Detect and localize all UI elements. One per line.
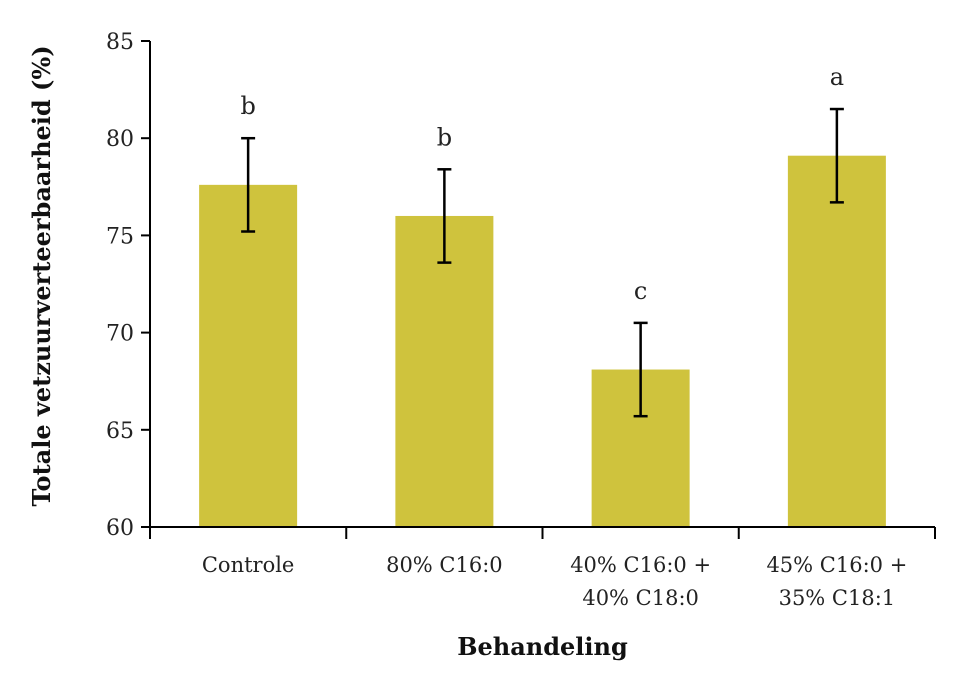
y-tick-label: 80 xyxy=(106,127,134,152)
bars-group xyxy=(199,155,886,528)
y-ticks-group: 60 65 70 75 80 85 xyxy=(106,30,150,541)
y-tick-label: 70 xyxy=(106,322,134,347)
x-category-label: 35% C18:1 xyxy=(779,586,896,610)
x-axis-title: Behandeling xyxy=(457,632,628,661)
y-tick-label: 85 xyxy=(106,30,134,55)
y-tick-label: 65 xyxy=(106,419,134,444)
significance-letter: b xyxy=(240,92,255,120)
x-category-label: 45% C16:0 + xyxy=(766,553,907,577)
error-bars-group xyxy=(241,107,844,418)
y-tick-label: 60 xyxy=(106,516,134,541)
significance-letters-group: b b c a xyxy=(240,63,844,305)
bar xyxy=(199,184,298,527)
x-category-label: 80% C16:0 xyxy=(386,553,503,577)
x-category-label: Controle xyxy=(202,553,295,577)
x-category-label: 40% C18:0 xyxy=(582,586,699,610)
significance-letter: a xyxy=(830,63,844,91)
y-axis-title: Totale vetzuurverteerbaarheid (%) xyxy=(27,45,56,506)
y-tick-label: 75 xyxy=(106,224,134,249)
significance-letter: b xyxy=(437,123,452,151)
bar xyxy=(395,215,494,527)
category-labels-group: Controle 80% C16:0 40% C16:0 + 40% C18:0 45%… xyxy=(202,553,907,610)
x-category-label: 40% C16:0 + xyxy=(570,553,711,577)
significance-letter: c xyxy=(634,277,647,305)
bar xyxy=(787,155,886,528)
x-ticks-group xyxy=(149,527,936,539)
